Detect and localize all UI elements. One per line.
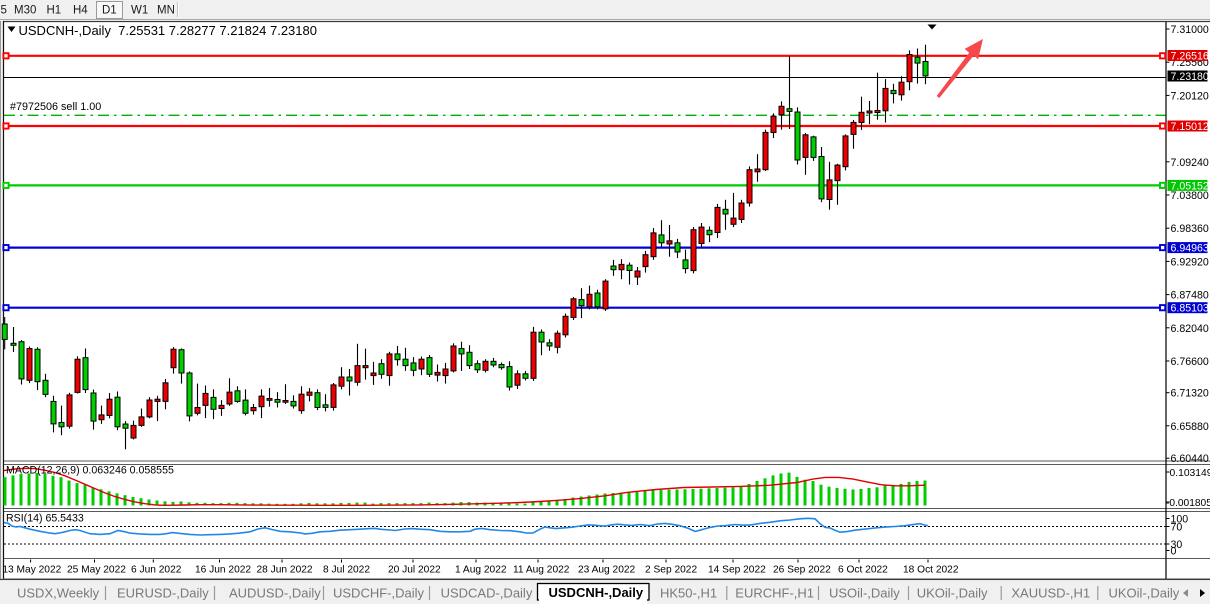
svg-text:UKOil-,Daily: UKOil-,Daily	[1109, 586, 1180, 601]
svg-text:6 Oct 2022: 6 Oct 2022	[838, 565, 888, 576]
svg-text:6.76600: 6.76600	[1171, 356, 1209, 368]
svg-text:100: 100	[1171, 514, 1189, 526]
svg-text:EURCHF-,H1: EURCHF-,H1	[735, 586, 814, 601]
svg-text:0.103149: 0.103149	[1170, 468, 1210, 479]
svg-text:6.82040: 6.82040	[1171, 323, 1209, 335]
svg-text:6.92920: 6.92920	[1171, 256, 1209, 268]
svg-text:7.09240: 7.09240	[1171, 157, 1209, 169]
svg-text:USDCHF-,Daily: USDCHF-,Daily	[333, 586, 425, 601]
svg-text:USDCNH-,Daily 7.25531 7.28277: USDCNH-,Daily 7.25531 7.28277 7.21824 7.…	[19, 23, 317, 38]
svg-text:7.03800: 7.03800	[1171, 190, 1209, 202]
svg-text:MN: MN	[157, 5, 175, 17]
svg-text:6.60440: 6.60440	[1171, 453, 1209, 465]
svg-text:14 Sep 2022: 14 Sep 2022	[708, 565, 766, 576]
svg-text:#7972506 sell 1.00: #7972506 sell 1.00	[10, 101, 101, 113]
svg-text:6.65880: 6.65880	[1171, 421, 1209, 433]
svg-text:0: 0	[1171, 546, 1177, 558]
svg-text:7.26516: 7.26516	[1171, 51, 1209, 63]
svg-text:AUDUSD-,Daily: AUDUSD-,Daily	[229, 586, 321, 601]
svg-text:XAUUSD-,H1: XAUUSD-,H1	[1011, 586, 1090, 601]
svg-text:70: 70	[1171, 522, 1183, 534]
svg-text:7.23180: 7.23180	[1171, 71, 1209, 83]
svg-text:USOil-,Daily: USOil-,Daily	[829, 586, 900, 601]
svg-text:H1: H1	[47, 5, 62, 17]
svg-text:23 Aug 2022: 23 Aug 2022	[578, 565, 636, 576]
svg-text:20 Jul 2022: 20 Jul 2022	[388, 565, 441, 576]
svg-text:6.71320: 6.71320	[1171, 388, 1209, 400]
svg-text:M30: M30	[14, 5, 36, 17]
svg-text:6.85103: 6.85103	[1171, 303, 1209, 315]
svg-text:-0.001805: -0.001805	[1166, 498, 1210, 509]
svg-text:16 Jun 2022: 16 Jun 2022	[195, 565, 251, 576]
svg-text:6.98360: 6.98360	[1171, 223, 1209, 235]
svg-text:RSI(14) 65.5433: RSI(14) 65.5433	[6, 513, 84, 525]
svg-text:MACD(12,26,9) 0.063246 0.05855: MACD(12,26,9) 0.063246 0.058555	[6, 465, 174, 477]
svg-text:D1: D1	[102, 5, 117, 17]
svg-text:EURUSD-,Daily: EURUSD-,Daily	[117, 586, 209, 601]
svg-text:7.15012: 7.15012	[1171, 121, 1209, 133]
svg-text:7.31000: 7.31000	[1171, 24, 1209, 36]
svg-text:1 Aug 2022: 1 Aug 2022	[455, 565, 507, 576]
svg-text:6 Jun 2022: 6 Jun 2022	[131, 565, 182, 576]
svg-text:HK50-,H1: HK50-,H1	[660, 586, 717, 601]
svg-text:26 Sep 2022: 26 Sep 2022	[773, 565, 831, 576]
svg-text:USDCAD-,Daily: USDCAD-,Daily	[441, 586, 533, 601]
svg-text:USDX,Weekly: USDX,Weekly	[17, 586, 100, 601]
svg-text:8 Jul 2022: 8 Jul 2022	[323, 565, 370, 576]
svg-text:25 May 2022: 25 May 2022	[67, 565, 126, 576]
svg-text:2 Sep 2022: 2 Sep 2022	[645, 565, 697, 576]
svg-text:13 May 2022: 13 May 2022	[2, 565, 61, 576]
svg-text:6.87480: 6.87480	[1171, 290, 1209, 302]
svg-text:7.20120: 7.20120	[1171, 90, 1209, 102]
svg-text:H4: H4	[73, 5, 88, 17]
svg-text:UKOil-,Daily: UKOil-,Daily	[917, 586, 988, 601]
svg-text:18 Oct 2022: 18 Oct 2022	[903, 565, 959, 576]
svg-text:USDCNH-,Daily: USDCNH-,Daily	[549, 585, 644, 600]
svg-text:5: 5	[1, 5, 7, 17]
svg-text:W1: W1	[131, 5, 148, 17]
svg-text:11 Aug 2022: 11 Aug 2022	[513, 565, 570, 576]
svg-text:30: 30	[1171, 539, 1183, 551]
svg-text:28 Jun 2022: 28 Jun 2022	[257, 565, 313, 576]
svg-text:6.94963: 6.94963	[1171, 243, 1209, 255]
svg-text:7.05152: 7.05152	[1171, 180, 1209, 192]
